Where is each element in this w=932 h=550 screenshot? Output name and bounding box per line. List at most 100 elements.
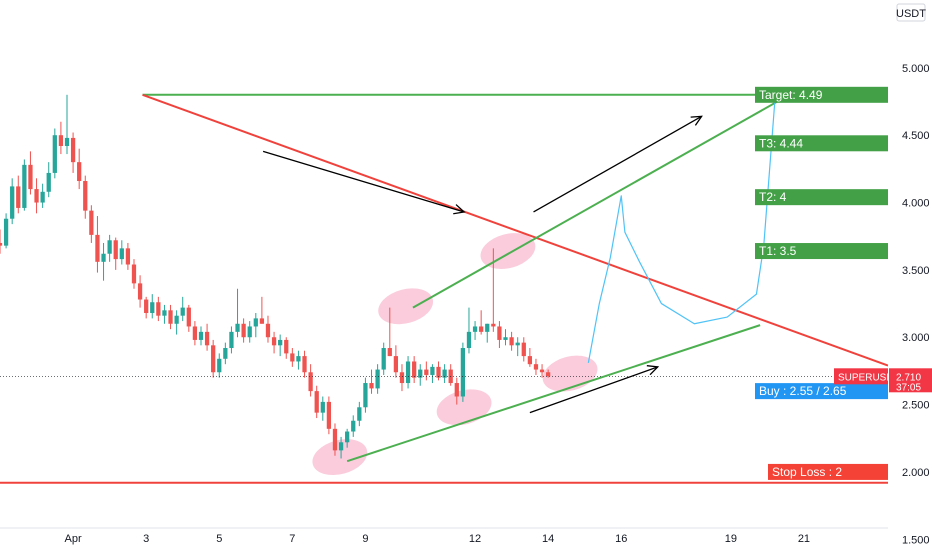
candle-body-4 bbox=[22, 165, 26, 208]
candle-body-35 bbox=[211, 345, 215, 372]
candle-body-47 bbox=[284, 340, 288, 353]
stop-loss-label: Stop Loss : 2 bbox=[772, 465, 842, 479]
candle-body-52 bbox=[315, 391, 319, 413]
candle-body-45 bbox=[272, 337, 276, 345]
y-tick-0: 5.000 bbox=[902, 63, 930, 75]
x-tick-8: 19 bbox=[725, 533, 737, 545]
x-tick-3: 7 bbox=[289, 533, 295, 545]
x-tick-0: Apr bbox=[65, 533, 82, 545]
candle-body-12 bbox=[71, 138, 75, 162]
candle-body-66 bbox=[400, 372, 404, 383]
t2-label: T2: 4 bbox=[759, 190, 787, 204]
y-tick-1: 4.500 bbox=[902, 130, 930, 142]
candle-body-79 bbox=[479, 326, 483, 331]
candle-body-37 bbox=[223, 348, 227, 359]
candle-body-77 bbox=[467, 332, 471, 348]
x-tick-2: 5 bbox=[216, 533, 222, 545]
candle-body-44 bbox=[266, 324, 270, 337]
y-tick-6: 2.000 bbox=[902, 467, 930, 479]
candle-body-33 bbox=[199, 332, 203, 340]
x-tick-1: 3 bbox=[143, 533, 149, 545]
candle-body-34 bbox=[205, 332, 209, 345]
t3-label: T3: 4.44 bbox=[759, 136, 803, 150]
candle-body-19 bbox=[114, 240, 118, 259]
candle-body-67 bbox=[406, 361, 410, 383]
candle-body-81 bbox=[491, 324, 495, 327]
candle-body-13 bbox=[77, 162, 81, 181]
price-axis[interactable]: USDT 5.000 4.500 4.000 3.500 3.000 2.500 2.000… bbox=[888, 0, 932, 550]
candle-body-71 bbox=[430, 367, 434, 375]
countdown-value: 37:05 bbox=[896, 382, 921, 393]
candle-body-40 bbox=[241, 324, 245, 337]
candle-body-87 bbox=[528, 356, 532, 364]
candle-body-1 bbox=[4, 219, 8, 246]
candle-body-11 bbox=[65, 138, 69, 146]
candle-body-7 bbox=[41, 192, 45, 203]
candle-body-21 bbox=[126, 248, 130, 264]
candle-body-57 bbox=[345, 432, 349, 443]
candle-body-85 bbox=[516, 343, 520, 346]
candle-body-20 bbox=[120, 248, 124, 259]
candle-body-63 bbox=[382, 348, 386, 370]
candle-body-84 bbox=[509, 337, 513, 345]
x-tick-7: 16 bbox=[615, 533, 627, 545]
candle-body-43 bbox=[260, 318, 264, 323]
y-tick-7: 1.500 bbox=[902, 534, 930, 546]
candle-body-60 bbox=[363, 383, 367, 407]
candle-body-28 bbox=[168, 310, 172, 323]
candle-body-18 bbox=[107, 240, 111, 253]
candle-body-25 bbox=[150, 302, 154, 313]
y-tick-3: 3.500 bbox=[902, 265, 930, 277]
y-tick-2: 4.000 bbox=[902, 198, 930, 210]
y-tick-4: 3.000 bbox=[902, 332, 930, 344]
candle-body-75 bbox=[455, 383, 459, 396]
candle-body-42 bbox=[254, 318, 258, 326]
candle-body-8 bbox=[47, 173, 51, 192]
candle-body-32 bbox=[193, 326, 197, 339]
candle-body-36 bbox=[217, 359, 221, 372]
x-tick-9: 21 bbox=[798, 533, 810, 545]
candle-body-48 bbox=[290, 353, 294, 361]
candle-body-89 bbox=[540, 370, 544, 373]
candle-body-5 bbox=[28, 165, 32, 189]
candle-body-3 bbox=[16, 186, 20, 208]
candle-body-65 bbox=[394, 356, 398, 372]
candle-body-55 bbox=[333, 429, 337, 451]
candle-body-10 bbox=[59, 135, 63, 146]
candle-body-29 bbox=[174, 316, 178, 324]
candle-body-14 bbox=[83, 181, 87, 211]
candle-body-76 bbox=[461, 348, 465, 396]
candle-body-2 bbox=[10, 186, 14, 218]
candle-body-64 bbox=[388, 348, 392, 356]
currency-label: USDT bbox=[896, 8, 926, 20]
candle-body-78 bbox=[473, 326, 477, 331]
candle-body-56 bbox=[339, 442, 343, 450]
candle-body-90 bbox=[546, 372, 550, 376]
candle-body-54 bbox=[327, 402, 331, 429]
candle-body-30 bbox=[181, 308, 185, 316]
x-tick-5: 12 bbox=[469, 533, 481, 545]
time-axis[interactable]: Apr 3 5 7 9 12 14 16 19 21 bbox=[0, 528, 888, 550]
candle-body-46 bbox=[278, 340, 282, 345]
candle-body-83 bbox=[503, 337, 507, 340]
candle-body-16 bbox=[95, 235, 99, 262]
target-label: Target: 4.49 bbox=[759, 88, 823, 102]
x-tick-6: 14 bbox=[542, 533, 554, 545]
candle-body-51 bbox=[308, 372, 312, 391]
candle-body-31 bbox=[187, 308, 191, 327]
candle-body-88 bbox=[534, 364, 538, 369]
candle-body-70 bbox=[424, 370, 428, 375]
candle-body-0 bbox=[0, 243, 2, 246]
candle-body-9 bbox=[53, 135, 57, 173]
candle-body-62 bbox=[375, 370, 379, 389]
candle-body-53 bbox=[321, 402, 325, 413]
candle-body-82 bbox=[497, 326, 501, 339]
candle-body-41 bbox=[248, 326, 252, 337]
candle-body-17 bbox=[101, 254, 105, 262]
time-axis-background bbox=[0, 528, 888, 550]
candle-body-38 bbox=[229, 332, 233, 348]
candle-body-24 bbox=[144, 300, 148, 313]
candle-body-61 bbox=[369, 383, 373, 388]
t1-label: T1: 3.5 bbox=[759, 244, 797, 258]
